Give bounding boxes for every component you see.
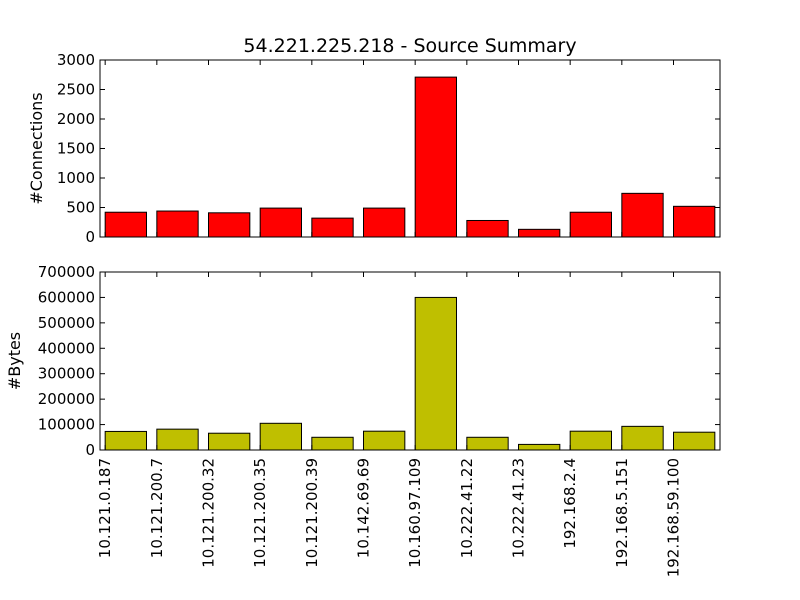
x-category-label: 192.168.5.151 <box>613 458 631 568</box>
connections-bar <box>208 212 251 238</box>
connections-bar <box>104 211 147 238</box>
bytes-ytick-label: 200000 <box>38 390 95 408</box>
x-category-label: 10.121.200.32 <box>200 458 218 568</box>
connections-ytick-label: 0 <box>85 228 95 246</box>
connections-ytick-label: 2000 <box>57 110 95 128</box>
x-category-label: 192.168.2.4 <box>561 458 579 549</box>
connections-ytick-label: 2500 <box>57 81 95 99</box>
bytes-bar <box>311 436 354 451</box>
connections-axis-label: #Connections <box>27 92 46 204</box>
connections-ytick-label: 500 <box>66 199 95 217</box>
connections-bar <box>518 228 561 238</box>
bytes-bar <box>621 425 664 451</box>
connections-ytick-label: 1000 <box>57 169 95 187</box>
bytes-bar <box>569 430 613 451</box>
bytes-ytick-label: 700000 <box>38 263 95 281</box>
connections-bar <box>569 211 613 238</box>
bytes-bar <box>104 430 147 451</box>
connections-bar <box>311 217 354 238</box>
connections-bar <box>621 192 664 238</box>
bytes-bar <box>156 428 199 451</box>
bytes-bar <box>466 436 509 451</box>
connections-bar <box>156 210 199 238</box>
bytes-plot-area <box>99 271 721 451</box>
connections-bar <box>259 207 302 238</box>
connections-bar <box>363 207 406 238</box>
chart-title: 54.221.225.218 - Source Summary <box>243 35 576 57</box>
connections-bar <box>466 219 509 238</box>
bytes-ytick-label: 0 <box>85 441 95 459</box>
x-category-label: 10.121.200.39 <box>303 458 321 568</box>
bytes-ytick-label: 100000 <box>38 416 95 434</box>
bytes-bar <box>518 443 561 451</box>
x-category-label: 10.121.0.187 <box>96 458 114 558</box>
x-category-label: 10.222.41.23 <box>510 458 528 558</box>
bytes-axis-label: #Bytes <box>5 332 24 390</box>
connections-bar <box>673 205 716 238</box>
connections-bar <box>414 76 457 238</box>
bytes-ytick-label: 600000 <box>38 288 95 306</box>
connections-ytick-label: 1500 <box>57 140 95 158</box>
bytes-bar <box>208 432 251 451</box>
bytes-ytick-label: 400000 <box>38 339 95 357</box>
bytes-bar <box>363 430 406 451</box>
connections-panel: #Connections 0 500 1000 1500 2000 2500 3000 <box>27 51 721 246</box>
bytes-ytick-label: 500000 <box>38 314 95 332</box>
x-category-label: 192.168.59.100 <box>665 458 683 577</box>
x-category-label: 10.121.200.35 <box>251 458 269 568</box>
bytes-ytick-label: 300000 <box>38 365 95 383</box>
connections-ytick-label: 3000 <box>57 51 95 69</box>
x-category-label: 10.142.69.69 <box>355 458 373 558</box>
bytes-panel: #Bytes 0 100000 200000 300000 400000 500000 60… <box>5 263 721 459</box>
bytes-bar <box>259 422 302 451</box>
bytes-bar <box>414 296 457 451</box>
x-category-label: 10.160.97.109 <box>406 458 424 568</box>
x-tick-labels: 10.121.0.187 10.121.200.7 10.121.200.32 10.… <box>96 458 682 577</box>
x-category-label: 10.222.41.22 <box>458 458 476 558</box>
bytes-bar <box>673 431 716 451</box>
x-category-label: 10.121.200.7 <box>148 458 166 558</box>
